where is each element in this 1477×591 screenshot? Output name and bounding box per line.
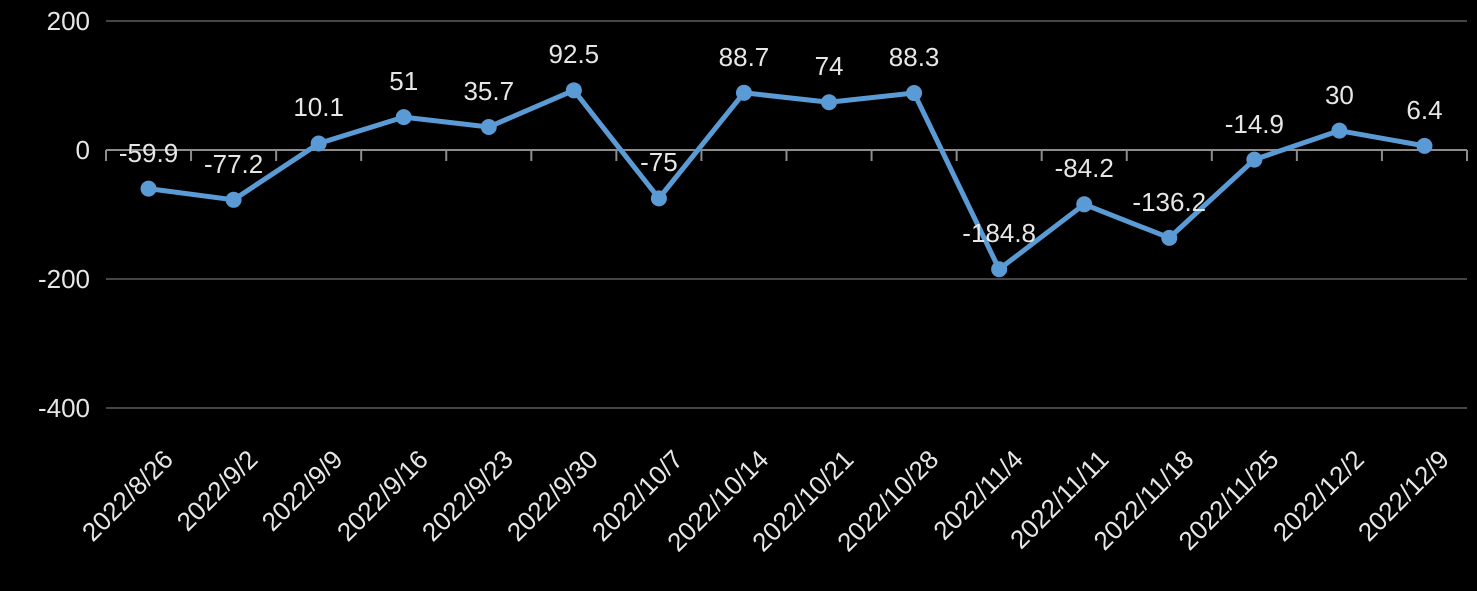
data-point-marker — [1416, 137, 1433, 154]
y-axis-tick-label: -200 — [37, 264, 90, 294]
data-label: -14.9 — [1224, 108, 1284, 139]
data-point-marker — [821, 94, 838, 111]
data-label: -59.9 — [118, 137, 179, 168]
data-label: 35.7 — [463, 75, 515, 106]
data-point-marker — [310, 135, 327, 152]
data-point-marker — [1331, 122, 1348, 139]
data-label: -77.2 — [203, 148, 264, 179]
data-label: 30 — [1324, 79, 1354, 110]
data-label: -184.8 — [962, 218, 1037, 249]
y-axis-tick-label: 200 — [46, 6, 90, 36]
y-axis-tick-label: -400 — [37, 393, 90, 423]
data-label: 51 — [389, 66, 419, 97]
data-point-marker — [991, 261, 1008, 278]
data-label: -75 — [640, 147, 678, 178]
data-point-marker — [565, 82, 582, 99]
y-axis-tick-label: 0 — [75, 135, 90, 165]
data-label: -136.2 — [1132, 186, 1207, 217]
data-label: -84.2 — [1054, 153, 1114, 184]
data-point-marker — [480, 118, 497, 135]
data-point-marker — [1076, 196, 1093, 213]
data-label: 74 — [814, 51, 844, 82]
data-label: 10.1 — [293, 92, 344, 123]
data-point-marker — [650, 190, 667, 207]
series-line — [146, 87, 1427, 272]
data-label: 92.5 — [548, 39, 600, 70]
data-point-marker — [225, 191, 242, 208]
data-point-marker — [395, 109, 412, 126]
data-point-marker — [1246, 151, 1263, 168]
data-point-marker — [735, 84, 752, 101]
data-point-marker — [140, 180, 157, 197]
data-label: 6.4 — [1406, 94, 1443, 125]
data-label: 88.3 — [888, 42, 940, 73]
data-label: 88.7 — [718, 41, 770, 72]
data-point-marker — [906, 85, 923, 102]
data-point-marker — [1161, 229, 1178, 246]
